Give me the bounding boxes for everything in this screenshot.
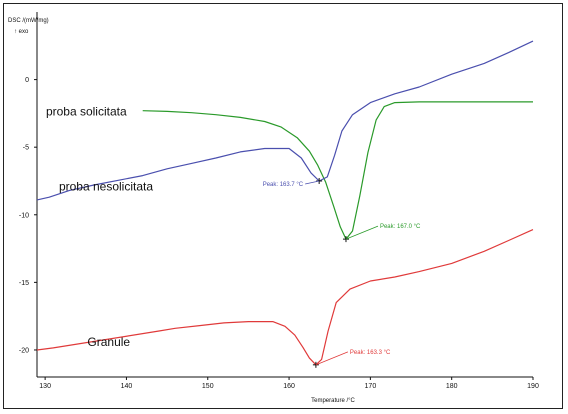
x-tick-label-5: 180 [446,383,458,390]
series-label-1: proba nesolicitata [59,179,153,193]
y-axis-title: DSC /(mW/mg) [8,18,49,24]
y-tick-label-1: -5 [23,145,29,152]
x-tick-label-4: 170 [365,383,377,390]
y-tick-label-3: -15 [19,280,29,287]
x-tick-label-2: 150 [202,383,214,390]
series-label-0: proba solicitata [46,104,127,118]
x-tick-label-6: 190 [527,383,539,390]
peak-leader-1 [345,225,379,240]
peak-leader-2 [315,351,349,366]
x-axis-title: Temperature /°C [311,398,355,404]
axes: 130 140 150 160 170 180 190 0 -5 -10 -15 -20 [19,12,539,390]
series-line-0 [142,101,533,240]
y-tick-label-4: -20 [19,347,29,354]
series-lines [36,40,534,366]
series-line-1 [36,40,534,201]
peak-label-1: Peak: 167.0 °C [380,224,421,230]
y-tick-label-2: -10 [19,212,29,219]
peak-label-2: Peak: 163.3 °C [350,350,391,356]
series-line-2 [36,229,534,366]
series-labels: proba solicitata proba nesolicitata Granul… [46,104,153,348]
x-tick-label-0: 130 [39,383,51,390]
peak-leader-0 [305,180,320,185]
peak-annotations: Peak: 163.7 °C Peak: 167.0 °C Peak: 163.3 … [263,177,421,368]
x-tick-label-1: 140 [121,383,133,390]
y-tick-label-0: 0 [25,77,29,84]
peak-label-0: Peak: 163.7 °C [263,182,304,188]
x-tick-label-3: 160 [283,383,295,390]
series-label-2: Granule [87,335,130,349]
exo-label: ↑ exo [14,29,29,35]
